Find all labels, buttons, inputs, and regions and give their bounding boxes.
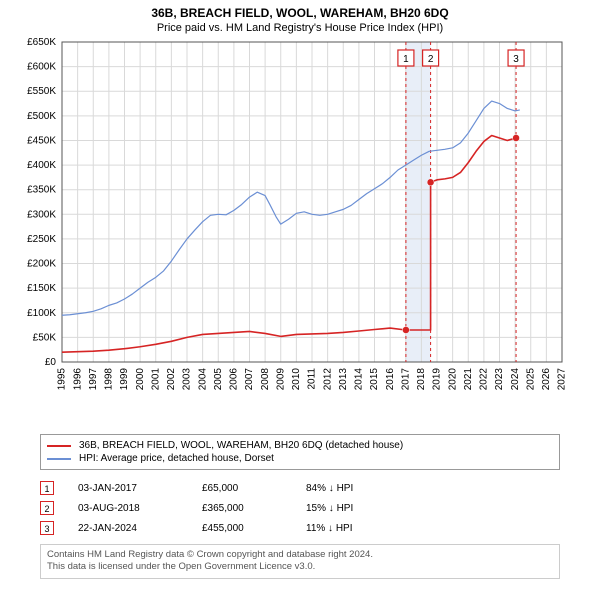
svg-text:2020: 2020 <box>447 368 458 391</box>
svg-text:2004: 2004 <box>197 368 208 391</box>
svg-text:£350K: £350K <box>27 185 56 196</box>
svg-text:2011: 2011 <box>307 368 318 390</box>
chart-area: £0 £50K £100K £150K £200K £250K £300K £350K £400… <box>20 38 580 398</box>
svg-text:2012: 2012 <box>322 368 333 391</box>
svg-text:2007: 2007 <box>244 368 255 391</box>
legend-row: 36B, BREACH FIELD, WOOL, WAREHAM, BH20 6… <box>47 439 553 452</box>
svg-text:2013: 2013 <box>338 368 349 391</box>
legend-swatch <box>47 445 71 447</box>
svg-text:1996: 1996 <box>72 368 83 391</box>
svg-text:£300K: £300K <box>27 209 56 220</box>
svg-text:2016: 2016 <box>385 368 396 391</box>
sale-diff: 84% ↓ HPI <box>306 483 406 494</box>
footer-line-2: This data is licensed under the Open Gov… <box>47 561 553 573</box>
svg-text:1999: 1999 <box>119 368 130 391</box>
sale-number-box: 2 <box>40 501 54 515</box>
sale-date: 03-JAN-2017 <box>78 483 178 494</box>
svg-text:2015: 2015 <box>369 368 380 391</box>
svg-text:1998: 1998 <box>104 368 115 391</box>
svg-text:£650K: £650K <box>27 38 56 48</box>
svg-text:£450K: £450K <box>27 135 56 146</box>
svg-text:2017: 2017 <box>400 368 411 391</box>
sale-diff: 11% ↓ HPI <box>306 523 406 534</box>
svg-text:2008: 2008 <box>260 368 271 391</box>
svg-text:2025: 2025 <box>525 368 536 391</box>
svg-text:2014: 2014 <box>354 368 365 391</box>
svg-text:2026: 2026 <box>541 368 552 391</box>
sale-row: 2 03-AUG-2018 £365,000 15% ↓ HPI <box>40 498 560 518</box>
svg-text:2023: 2023 <box>494 368 505 391</box>
legend-row: HPI: Average price, detached house, Dors… <box>47 452 553 465</box>
sale-price: £65,000 <box>202 483 282 494</box>
chart-title: 36B, BREACH FIELD, WOOL, WAREHAM, BH20 6… <box>0 0 600 20</box>
chart-subtitle: Price paid vs. HM Land Registry's House … <box>0 20 600 38</box>
svg-text:2001: 2001 <box>150 368 161 391</box>
svg-text:2000: 2000 <box>135 368 146 391</box>
svg-text:2018: 2018 <box>416 368 427 391</box>
svg-text:1997: 1997 <box>88 368 99 391</box>
sale-diff: 15% ↓ HPI <box>306 503 406 514</box>
svg-text:2024: 2024 <box>510 368 521 391</box>
svg-text:2027: 2027 <box>557 368 568 391</box>
sales-table: 1 03-JAN-2017 £65,000 84% ↓ HPI 2 03-AUG-2018… <box>40 478 560 538</box>
chart-svg: £0 £50K £100K £150K £200K £250K £300K £350K £400… <box>20 38 580 398</box>
footer-attribution: Contains HM Land Registry data © Crown c… <box>40 544 560 579</box>
svg-text:2: 2 <box>428 54 434 65</box>
sale-row: 3 22-JAN-2024 £455,000 11% ↓ HPI <box>40 518 560 538</box>
legend-box: 36B, BREACH FIELD, WOOL, WAREHAM, BH20 6… <box>40 434 560 470</box>
svg-text:£250K: £250K <box>27 234 56 245</box>
sale-row: 1 03-JAN-2017 £65,000 84% ↓ HPI <box>40 478 560 498</box>
legend-label: HPI: Average price, detached house, Dors… <box>79 453 274 464</box>
svg-text:2002: 2002 <box>166 368 177 391</box>
svg-text:£150K: £150K <box>27 283 56 294</box>
svg-text:2021: 2021 <box>463 368 474 391</box>
svg-text:2003: 2003 <box>182 368 193 391</box>
svg-text:£400K: £400K <box>27 160 56 171</box>
svg-text:£50K: £50K <box>33 332 57 343</box>
sale-number-box: 3 <box>40 521 54 535</box>
page-root: 36B, BREACH FIELD, WOOL, WAREHAM, BH20 6… <box>0 0 600 590</box>
sale-number-box: 1 <box>40 481 54 495</box>
sale-price: £455,000 <box>202 523 282 534</box>
svg-text:2022: 2022 <box>479 368 490 391</box>
sale-date: 03-AUG-2018 <box>78 503 178 514</box>
legend-swatch <box>47 458 71 460</box>
sale-price: £365,000 <box>202 503 282 514</box>
svg-text:3: 3 <box>513 54 519 65</box>
svg-text:2006: 2006 <box>229 368 240 391</box>
svg-text:£550K: £550K <box>27 86 56 97</box>
svg-text:1: 1 <box>403 54 409 65</box>
svg-text:2010: 2010 <box>291 368 302 391</box>
svg-text:1995: 1995 <box>57 368 68 391</box>
legend-label: 36B, BREACH FIELD, WOOL, WAREHAM, BH20 6… <box>79 440 403 451</box>
svg-text:£100K: £100K <box>27 308 56 319</box>
svg-text:£0: £0 <box>45 357 57 368</box>
svg-text:2019: 2019 <box>432 368 443 391</box>
footer-line-1: Contains HM Land Registry data © Crown c… <box>47 549 553 561</box>
svg-text:£600K: £600K <box>27 62 56 73</box>
svg-text:2009: 2009 <box>275 368 286 391</box>
svg-text:£500K: £500K <box>27 111 56 122</box>
svg-text:2005: 2005 <box>213 368 224 391</box>
svg-text:£200K: £200K <box>27 259 56 270</box>
sale-date: 22-JAN-2024 <box>78 523 178 534</box>
